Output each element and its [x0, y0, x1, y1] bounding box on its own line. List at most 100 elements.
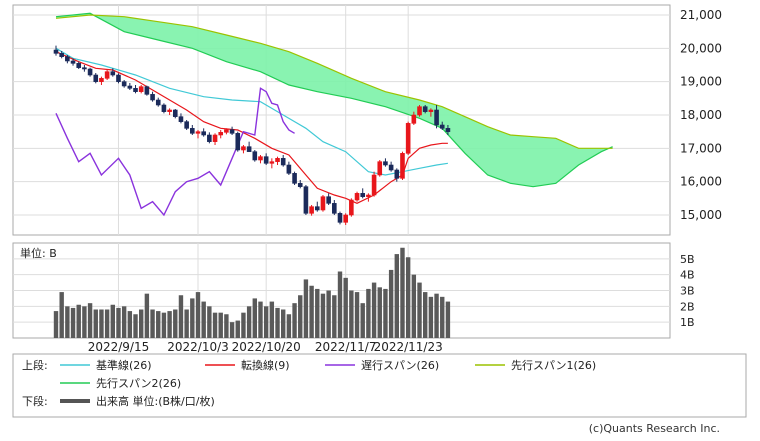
kumo-cloud-fill	[56, 13, 613, 187]
volume-bar	[218, 312, 223, 338]
volume-bar	[184, 309, 189, 338]
candle-down	[127, 85, 133, 89]
volume-bar	[161, 312, 167, 338]
volume-bar	[349, 290, 354, 338]
volume-bar	[377, 287, 382, 338]
candle-down	[434, 109, 439, 126]
price-y-tick-label: 19,000	[680, 75, 722, 89]
candle-down	[172, 109, 178, 117]
candle-up	[371, 174, 377, 196]
kijun-line	[55, 47, 448, 176]
volume-bar	[371, 282, 377, 338]
volume-bar	[400, 247, 405, 338]
candle-down	[360, 193, 366, 197]
x-axis-dates: 2022/9/15 2022/10/3 2022/10/20 2022/11/7202…	[88, 340, 443, 354]
volume-bar	[417, 282, 422, 338]
candle-down	[394, 169, 400, 179]
candle-down	[246, 146, 252, 152]
volume-y-tick-label: 2B	[680, 300, 695, 313]
candle-down	[87, 68, 93, 76]
volume-bar	[104, 309, 110, 338]
candle-up	[400, 153, 405, 179]
volume-y-tick-label: 4B	[680, 269, 695, 282]
candle-down	[332, 203, 337, 214]
volume-bar	[320, 293, 326, 338]
candle-down	[229, 129, 235, 134]
candle-up	[343, 214, 348, 223]
legend-upper-label: 上段:	[22, 358, 48, 372]
legend-item-label: 基準線(26)	[96, 358, 152, 372]
candle-up	[377, 161, 383, 176]
copyright-credit: (c)Quants Research Inc.	[588, 422, 720, 435]
candle-down	[133, 88, 138, 92]
candle-down	[445, 128, 451, 132]
volume-bar	[76, 304, 81, 338]
candle-up	[167, 109, 172, 112]
volume-bar	[405, 257, 411, 338]
legend-item-label: 先行スパン1(26)	[511, 359, 596, 372]
candle-down	[184, 121, 189, 129]
price-y-tick-label: 16,000	[680, 175, 722, 189]
candle-down	[70, 60, 76, 64]
volume-bar	[445, 301, 451, 338]
volume-bar	[366, 288, 371, 338]
candle-down	[252, 151, 258, 161]
price-y-axis: 21,000 20,000 19,000 18,000 17,000 16,000 15,0…	[680, 8, 722, 222]
volume-unit-label: 単位: B	[20, 246, 57, 260]
price-y-tick-label: 21,000	[680, 8, 722, 22]
price-y-tick-label: 20,000	[680, 41, 722, 55]
volume-bar	[53, 311, 59, 338]
x-tick-label: 2022/11/23	[374, 340, 443, 354]
candle-down	[59, 53, 64, 57]
chikou-span-line	[55, 87, 295, 217]
legend-lower-label: 下段:	[22, 394, 48, 408]
candle-down	[314, 206, 320, 211]
candle-up	[405, 123, 411, 154]
volume-bar	[394, 254, 399, 338]
volume-bar	[303, 279, 309, 338]
x-tick-label: 2022/10/3	[167, 340, 229, 354]
volume-bar	[156, 311, 161, 338]
price-y-tick-label: 18,000	[680, 108, 722, 122]
candle-down	[297, 183, 303, 187]
candle-down	[82, 67, 87, 70]
volume-bar	[121, 306, 127, 338]
volume-bar	[326, 290, 331, 338]
candle-down	[190, 128, 195, 134]
volume-y-tick-label: 1B	[680, 316, 695, 329]
volume-bar	[434, 293, 439, 338]
volume-bar	[286, 314, 292, 338]
candle-down	[337, 213, 343, 223]
volume-bar	[343, 277, 348, 338]
volume-bar	[309, 285, 314, 338]
candle-down	[388, 164, 394, 171]
candle-up	[195, 131, 201, 134]
candle-down	[286, 164, 292, 174]
volume-bar	[99, 309, 104, 338]
price-y-tick-label: 15,000	[680, 208, 722, 222]
volume-y-tick-label: 3B	[680, 285, 695, 298]
volume-y-tick-label: 5B	[680, 253, 695, 266]
volume-bar	[82, 306, 87, 338]
volume-bar	[93, 309, 98, 338]
volume-bar	[246, 306, 252, 338]
kumo-cloud	[56, 13, 613, 187]
legend-volume-label: 出来高 単位:(B株/口/枚)	[96, 394, 215, 408]
volume-bar	[59, 292, 64, 338]
candle-down	[161, 104, 167, 112]
volume-bar	[207, 306, 212, 338]
candle-down	[422, 106, 428, 112]
candle-down	[207, 134, 212, 142]
candle-down	[65, 56, 70, 62]
price-panel-frame	[12, 4, 671, 236]
legend-item-label: 転換線(9)	[241, 358, 290, 372]
candle-down	[155, 99, 161, 106]
candle-down	[150, 94, 155, 101]
volume-bar	[110, 304, 115, 338]
volume-bar	[178, 295, 184, 338]
volume-bar	[127, 311, 133, 338]
candle-up	[104, 71, 110, 79]
volume-bar	[150, 309, 155, 338]
volume-bar	[440, 296, 445, 338]
volume-bar	[269, 301, 275, 338]
